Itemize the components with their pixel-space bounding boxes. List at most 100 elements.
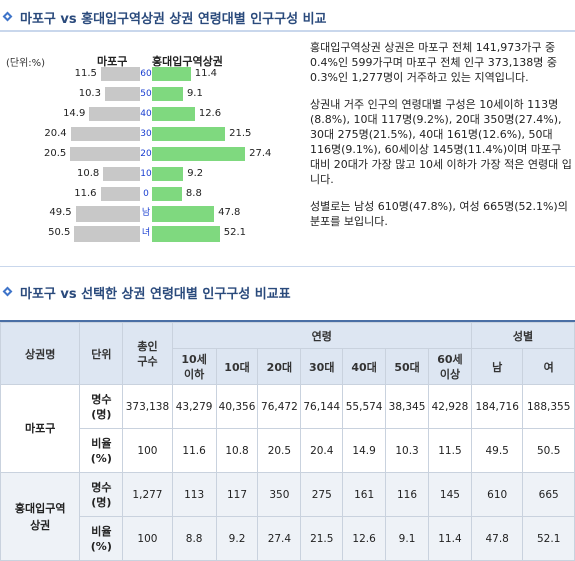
table-top-border bbox=[0, 320, 575, 323]
cell-count: 76,144 bbox=[300, 384, 344, 429]
bar-hongdae bbox=[152, 147, 246, 161]
cell-count: 40,356 bbox=[215, 384, 259, 429]
header-age-40s: 40대 bbox=[342, 348, 387, 385]
cell-count: 610 bbox=[470, 472, 524, 517]
bar-hongdae bbox=[152, 127, 226, 141]
category-label: 10 bbox=[140, 169, 152, 179]
unit-label: (단위:%) bbox=[6, 58, 46, 69]
pyramid-right-header: 홍대입구역상권 bbox=[152, 55, 223, 68]
bar-mapo bbox=[103, 167, 140, 181]
header-age-under10: 10세 이하 bbox=[171, 348, 217, 385]
cell-count: 275 bbox=[300, 472, 344, 517]
bar-mapo bbox=[104, 87, 140, 101]
header-gender-male: 남 bbox=[470, 348, 524, 385]
header-gender-female: 여 bbox=[522, 348, 575, 385]
bar-hongdae bbox=[152, 107, 195, 121]
section-title-text: 마포구 vs 홍대입구역상권 상권 연령대별 인구구성 비교 bbox=[20, 11, 327, 27]
cell-ratio: 20.5 bbox=[257, 428, 302, 473]
cell-ratio: 11.5 bbox=[427, 428, 472, 473]
description-paragraph-3: 성별로는 남성 610명(47.8%), 여성 665명(52.1%)의 분포를… bbox=[310, 200, 568, 228]
category-label: 남 bbox=[141, 208, 151, 218]
cell-ratio: 49.5 bbox=[470, 428, 524, 473]
cell-count: 42,928 bbox=[427, 384, 472, 429]
header-age-50s: 50대 bbox=[385, 348, 429, 385]
bar-mapo bbox=[75, 206, 140, 222]
cell-ratio: 10.8 bbox=[215, 428, 259, 473]
value-label-hongdae: 11.4 bbox=[194, 68, 218, 79]
header-age-20s: 20대 bbox=[257, 348, 302, 385]
value-label-mapo: 49.5 bbox=[49, 207, 72, 218]
section-title-comparison: 마포구 vs 홍대입구역상권 상권 연령대별 인구구성 비교 bbox=[0, 6, 327, 28]
value-label-mapo: 10.3 bbox=[78, 88, 101, 99]
cell-ratio: 50.5 bbox=[522, 428, 575, 473]
bar-mapo bbox=[100, 67, 140, 81]
population-pyramid-chart: 11.5 11.4 60 10.3 9.1 50 14.9 12.6 40 20.4 21.5 30 2… bbox=[0, 0, 300, 260]
cell-ratio: 14.9 bbox=[342, 428, 387, 473]
cell-count: 665 bbox=[522, 472, 575, 517]
category-label: 0 bbox=[143, 189, 149, 199]
value-label-mapo: 14.9 bbox=[63, 108, 86, 119]
bar-hongdae bbox=[152, 206, 215, 222]
category-label: 60 bbox=[140, 69, 152, 79]
cell-count: 350 bbox=[257, 472, 302, 517]
bar-mapo bbox=[70, 127, 140, 141]
value-label-hongdae: 27.4 bbox=[249, 148, 272, 159]
bar-mapo bbox=[89, 107, 140, 121]
value-label-mapo: 11.6 bbox=[74, 188, 97, 199]
value-label-hongdae: 9.2 bbox=[187, 168, 204, 179]
header-age-60plus: 60세 이상 bbox=[427, 348, 472, 385]
cell-ratio: 100 bbox=[122, 516, 173, 561]
cell-ratio: 27.4 bbox=[257, 516, 302, 561]
cell-ratio: 9.2 bbox=[215, 516, 259, 561]
cell-count: 76,472 bbox=[257, 384, 302, 429]
header-unit: 단위 bbox=[79, 322, 124, 385]
cell-count: 113 bbox=[171, 472, 217, 517]
header-area: 상권명 bbox=[0, 322, 81, 385]
cell-ratio: 8.8 bbox=[171, 516, 217, 561]
cell-ratio: 11.6 bbox=[171, 428, 217, 473]
cell-count: 1,277 bbox=[122, 472, 173, 517]
description-paragraph-2: 상권내 거주 인구의 연령대별 구성은 10세이하 113명(8.8%), 10… bbox=[310, 98, 572, 186]
category-label: 30 bbox=[140, 129, 152, 139]
section-title-text: 마포구 vs 선택한 상권 연령대별 인구구성 비교표 bbox=[20, 286, 291, 302]
table-row: 마포구 명수 (명) 373,138 43,279 40,356 76,472 76,144… bbox=[0, 384, 575, 473]
value-label-hongdae: 12.6 bbox=[198, 108, 222, 119]
diamond-bullet-icon bbox=[2, 286, 14, 298]
cell-ratio: 11.4 bbox=[427, 516, 472, 561]
divider bbox=[0, 266, 575, 267]
table-row: 홍대입구역 상권 명수 (명) 1,277 113 117 350 275 161 116 145… bbox=[0, 472, 575, 561]
category-label: 40 bbox=[140, 109, 152, 119]
value-label-hongdae: 47.8 bbox=[218, 207, 241, 218]
cell-count: 184,716 bbox=[470, 384, 524, 429]
header-gender-group: 성별 bbox=[470, 322, 575, 349]
category-label: 50 bbox=[140, 89, 152, 99]
header-age-10s: 10대 bbox=[215, 348, 259, 385]
bar-hongdae bbox=[152, 87, 183, 101]
cell-count: 188,355 bbox=[522, 384, 575, 429]
pyramid-left-header: 마포구 bbox=[97, 55, 128, 68]
row-area-name: 홍대입구역 상권 bbox=[0, 472, 81, 561]
bar-mapo bbox=[70, 147, 140, 161]
value-label-mapo: 10.8 bbox=[77, 168, 100, 179]
row-unit-count: 명수 (명) bbox=[79, 384, 124, 429]
row-area-name: 마포구 bbox=[0, 384, 81, 473]
category-label: 녀 bbox=[141, 228, 151, 238]
bar-hongdae bbox=[152, 167, 184, 181]
bar-mapo bbox=[100, 187, 140, 201]
value-label-hongdae: 9.1 bbox=[186, 88, 203, 99]
bar-hongdae bbox=[152, 226, 220, 242]
cell-ratio: 21.5 bbox=[300, 516, 344, 561]
cell-ratio: 52.1 bbox=[522, 516, 575, 561]
header-age-group: 연령 bbox=[171, 322, 472, 349]
cell-count: 116 bbox=[385, 472, 429, 517]
value-label-hongdae: 8.8 bbox=[185, 188, 202, 199]
value-label-mapo: 20.4 bbox=[44, 128, 67, 139]
divider bbox=[0, 30, 575, 32]
bar-hongdae bbox=[152, 67, 191, 81]
cell-count: 161 bbox=[342, 472, 387, 517]
value-label-hongdae: 21.5 bbox=[229, 128, 252, 139]
cell-ratio: 12.6 bbox=[342, 516, 387, 561]
section-title-table: 마포구 vs 선택한 상권 연령대별 인구구성 비교표 bbox=[0, 281, 291, 303]
row-unit-count: 명수 (명) bbox=[79, 472, 124, 517]
comparison-table: 상권명 단위 총인 구수 연령 성별 10세 이하 10대 20대 30대 40… bbox=[0, 322, 575, 561]
